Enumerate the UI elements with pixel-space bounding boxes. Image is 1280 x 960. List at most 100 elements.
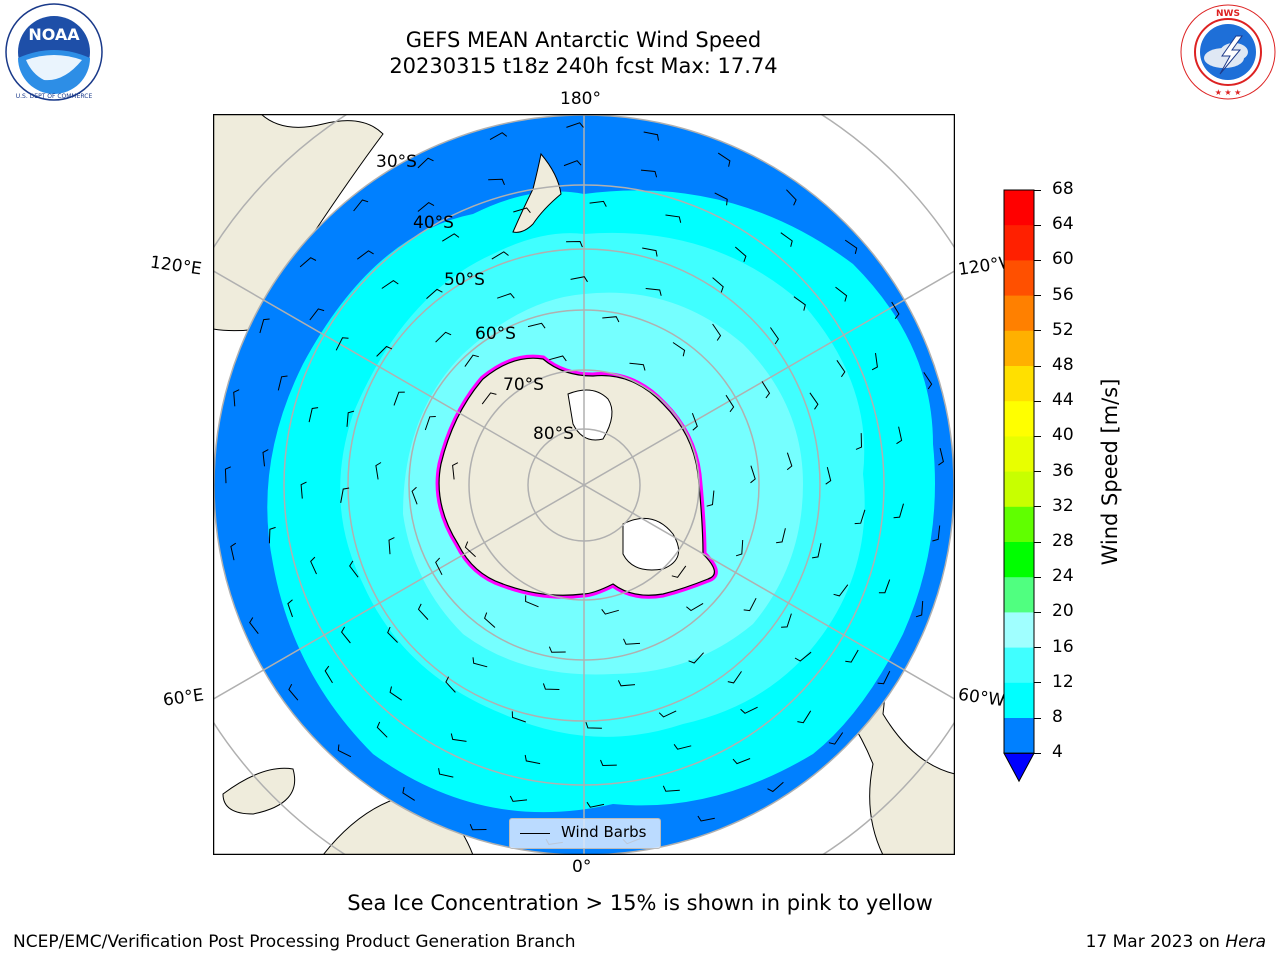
wind-barb <box>464 541 476 558</box>
wind-barb <box>249 617 259 635</box>
wind-barb <box>743 597 757 612</box>
colorbar-tick-mark <box>1034 224 1041 226</box>
lat-label-50s: 50°S <box>444 270 485 290</box>
wind-barb <box>600 759 617 767</box>
wind-barb <box>262 449 269 467</box>
madagascar-land <box>222 767 295 815</box>
wind-barb <box>524 754 541 765</box>
colorbar-segment <box>1004 612 1034 649</box>
wind-barb <box>525 595 539 608</box>
wind-barb <box>484 612 496 628</box>
svg-text:NWS: NWS <box>1216 9 1240 19</box>
colorbar-segment <box>1004 647 1034 684</box>
wind-barb <box>387 626 398 643</box>
colorbar-tick-label: 24 <box>1052 566 1074 587</box>
wind-barb <box>442 233 460 242</box>
wind-barb <box>893 503 904 519</box>
wind-barb <box>938 447 944 466</box>
wind-barb <box>511 711 526 723</box>
wind-barb <box>645 288 662 296</box>
colorbar-tick-mark <box>1034 717 1041 719</box>
wind-barb <box>767 781 784 793</box>
wind-barb <box>923 372 933 390</box>
wind-barb <box>563 160 582 167</box>
footer-machine: Hera <box>1225 932 1266 952</box>
colorbar-tick-label: 48 <box>1052 355 1074 375</box>
wind-barb <box>896 426 903 445</box>
colorbar-label: Wind Speed [m/s] <box>1098 378 1122 566</box>
wind-barb <box>417 157 434 169</box>
colorbar-tick-label: 56 <box>1052 284 1074 305</box>
colorbar-tick-label: 4 <box>1052 742 1063 763</box>
wind-barb <box>836 360 846 378</box>
colorbar-tick-mark <box>1034 541 1041 543</box>
wind-barb <box>697 815 715 822</box>
wind-barb <box>549 355 567 362</box>
wind-barb <box>233 389 240 407</box>
colorbar-tick-label: 64 <box>1052 214 1074 235</box>
colorbar-tick-label: 32 <box>1052 495 1074 516</box>
ross-ice-shelf <box>567 389 613 441</box>
wind-barb <box>376 721 388 738</box>
wind-barb <box>640 169 658 178</box>
colorbar-segment <box>1004 295 1034 332</box>
wind-barb <box>488 178 505 185</box>
wind-barb <box>509 795 528 802</box>
wind-barb <box>769 327 780 345</box>
wind-barb <box>828 732 844 745</box>
nws-logo: NWS ★ ★ ★ <box>1180 4 1276 100</box>
wind-barb <box>835 286 848 302</box>
wind-barb <box>825 466 832 485</box>
wind-barb <box>411 486 418 505</box>
colorbar-tick-label: 16 <box>1052 636 1074 657</box>
wind-barb <box>513 207 531 214</box>
wind-barb <box>643 131 659 141</box>
wind-barb <box>786 189 797 206</box>
colorbar-tick-label: 40 <box>1052 425 1074 446</box>
colorbar-segment <box>1004 471 1034 508</box>
lat-label-30s: 30°S <box>376 152 417 172</box>
wind-barb <box>871 353 878 371</box>
wind-barb <box>794 651 812 662</box>
wind-barb <box>424 416 436 431</box>
wind-barb <box>854 509 866 525</box>
wind-barb <box>376 345 393 357</box>
wind-barb <box>472 657 488 668</box>
wind-barb <box>435 331 452 343</box>
wind-barb <box>288 683 299 701</box>
wind-barb <box>688 652 704 664</box>
wind-barbs-legend: Wind Barbs <box>509 818 661 849</box>
colorbar-segment <box>1004 225 1034 261</box>
map-title: GEFS MEAN Antarctic Wind Speed <box>405 28 762 52</box>
colorbar-tick-mark <box>1034 330 1041 332</box>
wind-barb <box>658 710 677 718</box>
wind-barb <box>586 801 605 808</box>
colorbar-segment <box>1004 330 1034 367</box>
wind-barb <box>761 381 771 399</box>
colorbar-tick-mark <box>1034 611 1041 613</box>
wind-barb <box>230 542 237 561</box>
wind-barb <box>665 214 682 223</box>
wind-barb <box>589 200 607 207</box>
colorbar-segment <box>1004 542 1034 578</box>
colorbar-tick-label: 44 <box>1052 390 1074 411</box>
wind-barb <box>714 192 728 206</box>
wind-barb <box>452 462 459 480</box>
antarctic-wind-map <box>213 114 955 855</box>
wind-barb <box>450 733 467 742</box>
wind-barb <box>797 710 812 724</box>
wind-barb <box>732 758 751 765</box>
wind-barb <box>891 301 900 320</box>
wind-barb <box>308 407 319 423</box>
wind-barb <box>712 323 722 341</box>
wind-barb <box>381 279 399 289</box>
wind-barb <box>489 132 508 141</box>
wind-barb <box>527 322 546 329</box>
map-subtitle: 20230315 t18z 240h fcst Max: 17.74 <box>389 54 778 78</box>
legend-line-swatch <box>520 833 550 834</box>
wind-barb <box>601 609 619 615</box>
wind-barbs <box>224 122 944 845</box>
wind-barb <box>542 683 560 690</box>
colorbar-under-triangle <box>1003 752 1035 783</box>
wind-barb <box>673 744 692 750</box>
